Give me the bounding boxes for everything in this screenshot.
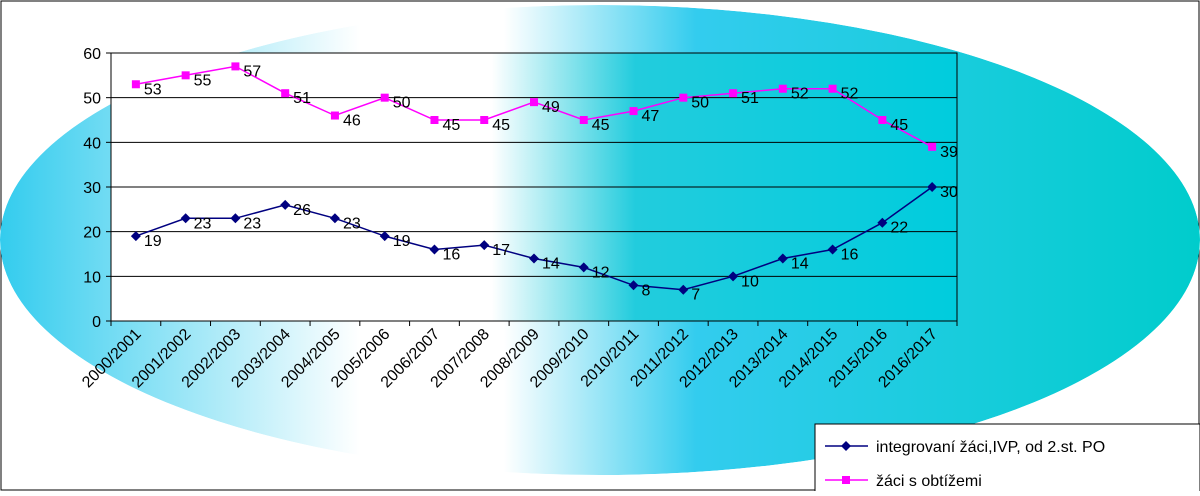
series-2-point [729, 89, 738, 98]
y-tick-label: 0 [92, 314, 101, 331]
data-label: 45 [592, 117, 610, 134]
data-label: 45 [890, 117, 908, 134]
series-1-point [578, 262, 589, 273]
data-label: 52 [841, 86, 859, 103]
data-label: 23 [343, 215, 361, 232]
y-tick-label: 10 [83, 269, 101, 286]
data-label: 14 [791, 255, 809, 272]
data-label: 46 [343, 113, 361, 130]
series-2-point [778, 84, 787, 93]
data-label: 16 [841, 247, 859, 264]
data-label: 8 [642, 282, 651, 299]
y-tick-label: 50 [83, 91, 101, 108]
series-2-point [679, 93, 688, 102]
series-layer [130, 62, 938, 295]
data-label: 14 [542, 255, 560, 272]
data-label: 50 [691, 95, 709, 112]
series-1-point [180, 213, 191, 224]
series-1-point [827, 244, 838, 255]
series-1-point [678, 284, 689, 295]
legend: integrovaní žáci,IVP, od 2.st. PO žáci s… [814, 423, 1200, 495]
legend-entry-1: integrovaní žáci,IVP, od 2.st. PO [825, 439, 1105, 456]
series-2-point [878, 116, 887, 124]
data-label: 26 [293, 202, 311, 219]
series-1-point [379, 231, 390, 242]
series-2-point [281, 89, 290, 98]
series-2-point [480, 116, 489, 124]
data-label: 19 [144, 233, 162, 250]
series-1-point [230, 213, 241, 224]
data-label: 50 [393, 95, 411, 112]
data-label: 39 [940, 144, 958, 161]
series-2-point [131, 80, 140, 89]
y-tick-label: 60 [83, 46, 101, 63]
series-2-point [828, 84, 837, 93]
series-2-point [181, 71, 190, 80]
data-label: 30 [940, 184, 958, 201]
series-2-point [430, 116, 439, 124]
data-label: 47 [642, 108, 660, 125]
data-label: 45 [492, 117, 510, 134]
series-2-point [579, 116, 588, 124]
series-1-point [479, 240, 490, 251]
series-1-point [728, 271, 739, 282]
data-label: 55 [194, 72, 212, 89]
legend-marker-1 [841, 441, 851, 451]
series-2-point [380, 93, 389, 102]
data-label: 17 [492, 242, 510, 259]
series-1-point [329, 213, 340, 224]
series-1-point [927, 182, 938, 192]
data-label: 49 [542, 99, 560, 116]
series-1-point [280, 199, 291, 210]
data-label: 51 [293, 90, 311, 107]
series-2-point [928, 142, 937, 151]
legend-label-2: žáci s obtížemi [876, 473, 982, 490]
data-labels: 19 23 23 26 23 19 16 17 14 12 8 7 10 14 16 22 30 53 55 57 51… [144, 63, 958, 303]
series-2-point [231, 62, 240, 71]
y-tick-label: 20 [83, 225, 101, 242]
data-label: 52 [791, 86, 809, 103]
data-label: 10 [741, 273, 759, 290]
series-1-point [777, 253, 788, 264]
data-label: 51 [741, 90, 759, 107]
series-2-point [330, 111, 339, 120]
series-1-point [877, 217, 888, 228]
data-label: 22 [890, 220, 908, 237]
y-tick-label: 30 [83, 180, 101, 197]
series-2-point [530, 98, 538, 107]
legend-marker-2 [842, 476, 850, 484]
legend-label-1: integrovaní žáci,IVP, od 2.st. PO [876, 439, 1105, 456]
series-2-point [629, 107, 638, 116]
data-label: 12 [592, 264, 610, 281]
data-label: 23 [194, 215, 212, 232]
legend-box [814, 423, 1200, 495]
legend-entry-2: žáci s obtížemi [825, 473, 982, 490]
data-label: 19 [393, 233, 411, 250]
data-label: 57 [243, 63, 261, 80]
series-1-point [628, 280, 639, 291]
series-1-point [529, 253, 539, 264]
series-1-point [429, 244, 440, 255]
data-label: 53 [144, 81, 162, 98]
plot-border [110, 52, 958, 322]
data-label: 45 [442, 117, 460, 134]
y-tick-label: 40 [83, 135, 101, 152]
data-label: 7 [691, 287, 700, 304]
data-label: 16 [442, 247, 460, 264]
series-1-point [130, 231, 141, 242]
data-label: 23 [243, 215, 261, 232]
